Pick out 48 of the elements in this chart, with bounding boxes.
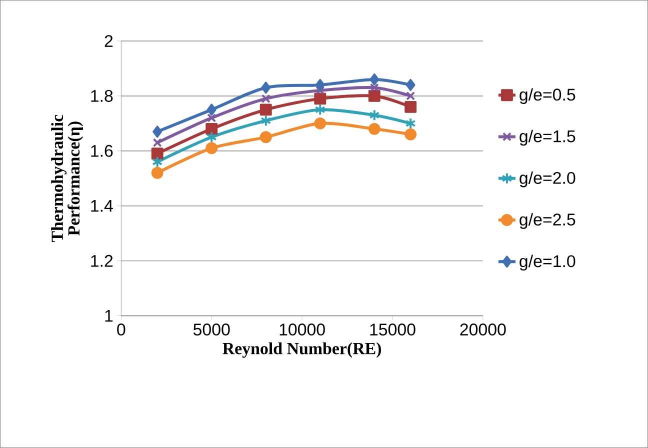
y-tick-label: 1.4	[91, 200, 113, 212]
point	[316, 86, 325, 95]
point	[370, 73, 380, 86]
y-tick-label: 1.8	[91, 90, 113, 102]
legend-label: g/e=2.5	[520, 213, 576, 229]
point	[152, 138, 162, 148]
x-tick-label: 5000	[193, 324, 230, 336]
x-axis-title: Reynold Number(RE)	[222, 342, 381, 358]
legend-label: g/e=1.0	[520, 254, 576, 271]
point	[405, 117, 416, 130]
point	[152, 156, 163, 168]
y-tick-label: 2	[104, 35, 113, 47]
point	[368, 122, 380, 135]
point	[314, 92, 326, 105]
point	[206, 104, 216, 116]
x-tick-label: 15000	[370, 324, 416, 336]
point	[152, 126, 162, 138]
point	[368, 90, 380, 102]
point	[260, 131, 272, 144]
point	[260, 104, 272, 116]
point	[404, 128, 417, 140]
point	[314, 117, 326, 130]
y-tick-label: 1.6	[91, 144, 113, 157]
x-tick-label: 0	[117, 324, 126, 336]
legend-label: g/e=1.5	[520, 130, 576, 146]
point	[261, 94, 270, 104]
point	[314, 104, 326, 116]
point	[261, 82, 271, 94]
legend-label: g/e=2.0	[520, 172, 576, 188]
point	[406, 91, 416, 100]
point	[207, 113, 216, 122]
point	[151, 166, 164, 179]
y-tick-label: 1.2	[91, 254, 113, 267]
point	[369, 109, 380, 122]
point	[370, 83, 379, 92]
point	[315, 78, 325, 91]
point	[151, 148, 164, 160]
point	[206, 122, 218, 135]
x-tick-label: 10000	[280, 324, 325, 336]
y-tick-label: 1	[105, 310, 113, 322]
point	[206, 131, 217, 144]
legend-label: g/e=0.5	[520, 88, 576, 104]
point	[206, 142, 218, 154]
y-axis-title: Thermohydraulic Performance(η)	[51, 114, 84, 242]
point	[260, 114, 272, 127]
x-tick-label: 20000	[460, 324, 506, 336]
point	[406, 78, 416, 91]
point	[404, 100, 417, 113]
